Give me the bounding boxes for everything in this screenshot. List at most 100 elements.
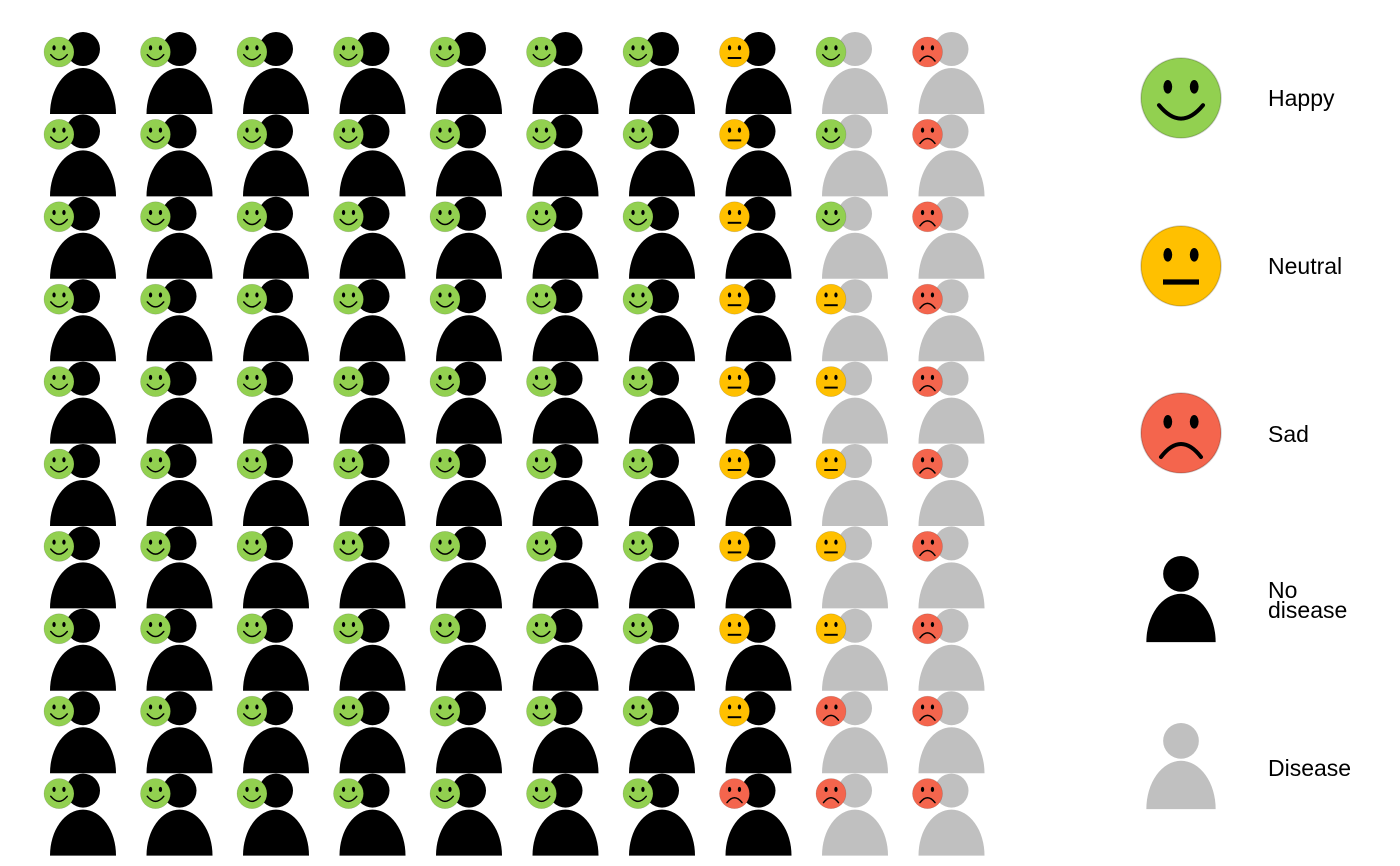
- happy-face-icon: [333, 366, 364, 397]
- happy-face-icon: [333, 283, 364, 315]
- neutral-face-icon: [719, 283, 750, 315]
- happy-face-icon: [526, 448, 557, 480]
- icon-cell: [912, 773, 985, 856]
- happy-face-icon: [622, 531, 654, 562]
- person-no-disease-icon: [725, 691, 792, 774]
- happy-face-icon: [622, 366, 654, 397]
- person-no-disease-icon: [339, 279, 406, 362]
- happy-face-icon: [526, 366, 557, 397]
- icon-cell: [526, 691, 599, 774]
- happy-face-icon: [43, 283, 75, 315]
- person-no-disease-icon: [339, 691, 406, 774]
- neutral-face-icon: [815, 448, 847, 480]
- icon-cell: [140, 444, 213, 526]
- happy-face-icon: [429, 613, 461, 645]
- icon-cell: [719, 608, 792, 691]
- sad-face-icon: [912, 283, 943, 315]
- neutral-face-icon: [719, 119, 750, 150]
- icon-cell: [236, 279, 309, 362]
- happy-face-icon: [622, 613, 654, 645]
- icon-cell: [622, 526, 695, 609]
- icon-cell: [333, 444, 406, 526]
- person-no-disease-icon: [146, 773, 213, 856]
- icon-cell: [719, 32, 792, 114]
- happy-face-icon: [43, 36, 75, 68]
- happy-face-icon: [333, 695, 364, 727]
- person-no-disease-icon: [629, 32, 695, 114]
- icon-cell: [526, 608, 599, 691]
- person-no-disease-icon: [146, 196, 213, 279]
- icon-cell: [429, 691, 502, 774]
- person-no-disease-icon: [50, 32, 116, 114]
- person-no-disease-icon: [436, 279, 502, 362]
- person-no-disease-icon: [532, 608, 599, 691]
- happy-face-icon: [333, 119, 364, 150]
- legend: Happy Neutral Sad No disease Disease: [1100, 0, 1400, 866]
- icon-cell: [622, 32, 695, 114]
- icon-cell: [719, 773, 792, 856]
- icon-cell: [43, 279, 116, 362]
- happy-face-icon: [236, 283, 268, 315]
- person-no-disease-icon: [243, 114, 309, 197]
- person-disease-icon: [918, 608, 985, 691]
- legend-sad-icon: [1140, 392, 1222, 474]
- icon-cell: [526, 114, 599, 197]
- happy-face-icon: [140, 283, 171, 315]
- neutral-face-icon: [815, 366, 847, 397]
- happy-face-icon: [236, 36, 268, 68]
- person-no-disease-icon: [436, 361, 502, 444]
- happy-face-icon: [140, 119, 171, 150]
- happy-face-icon: [43, 613, 75, 645]
- neutral-face-icon: [719, 613, 750, 645]
- icon-cell: [912, 114, 985, 197]
- person-no-disease-icon: [50, 691, 116, 774]
- person-no-disease-icon: [146, 32, 213, 114]
- person-no-disease-icon: [243, 444, 309, 526]
- icon-cell: [912, 196, 985, 279]
- happy-face-icon: [140, 36, 171, 68]
- happy-face-icon: [140, 613, 171, 645]
- person-no-disease-icon: [436, 691, 502, 774]
- sad-face-icon: [912, 201, 943, 233]
- icon-cell: [526, 526, 599, 609]
- icon-cell: [43, 526, 116, 609]
- person-disease-icon: [918, 773, 985, 856]
- happy-face-icon: [526, 119, 557, 150]
- person-no-disease-icon: [339, 608, 406, 691]
- icon-cell: [333, 773, 406, 856]
- sad-face-icon: [912, 366, 943, 397]
- person-no-disease-icon: [243, 279, 309, 362]
- icon-cell: [236, 114, 309, 197]
- person-no-disease-icon: [725, 361, 792, 444]
- happy-face-icon: [815, 36, 847, 68]
- happy-face-icon: [622, 36, 654, 68]
- icon-cell: [140, 196, 213, 279]
- person-no-disease-icon: [146, 608, 213, 691]
- neutral-face-icon: [815, 531, 847, 562]
- person-no-disease-icon: [146, 279, 213, 362]
- icon-cell: [236, 526, 309, 609]
- icon-cell: [333, 279, 406, 362]
- happy-face-icon: [236, 119, 268, 150]
- person-no-disease-icon: [243, 608, 309, 691]
- icon-cell: [526, 773, 599, 856]
- person-no-disease-icon: [50, 608, 116, 691]
- person-no-disease-icon: [532, 691, 599, 774]
- neutral-face-icon: [719, 201, 750, 233]
- person-no-disease-icon: [339, 196, 406, 279]
- icon-cell: [236, 608, 309, 691]
- sad-face-icon: [912, 613, 943, 645]
- person-no-disease-icon: [629, 196, 695, 279]
- happy-face-icon: [429, 695, 461, 727]
- happy-face-icon: [526, 531, 557, 562]
- sad-face-icon: [912, 778, 943, 809]
- neutral-face-icon: [815, 613, 847, 645]
- icon-cell: [526, 444, 599, 526]
- legend-label-happy: Happy: [1268, 85, 1335, 111]
- legend-label-no-disease: No disease: [1268, 579, 1388, 622]
- person-no-disease-icon: [532, 32, 599, 114]
- person-no-disease-icon: [725, 773, 792, 856]
- icon-cell: [912, 526, 985, 609]
- person-disease-icon: [822, 279, 888, 362]
- happy-face-icon: [140, 366, 171, 397]
